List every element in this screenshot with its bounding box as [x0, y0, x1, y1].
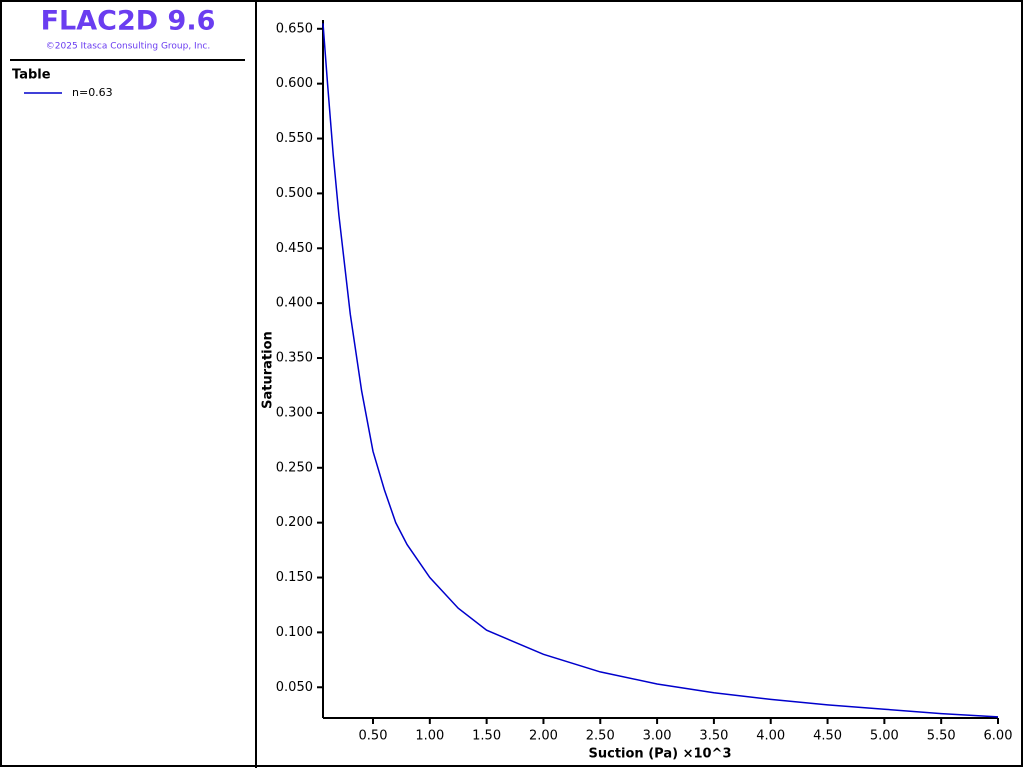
x-tick-label: 4.50: [813, 729, 842, 744]
x-tick-label: 4.00: [756, 729, 785, 744]
y-tick-label: 0.350: [276, 351, 313, 366]
y-tick-label: 0.500: [276, 186, 313, 201]
x-axis-label: Suction (Pa) ×10^3: [589, 747, 732, 762]
y-tick-label: 0.100: [276, 625, 313, 640]
x-tick-label: 3.00: [643, 729, 672, 744]
data-line: [322, 23, 999, 718]
app-title: FLAC2D 9.6: [41, 6, 216, 37]
y-tick-label: 0.550: [276, 131, 313, 146]
legend-label: n=0.63: [72, 86, 113, 99]
y-tick-label: 0.450: [276, 241, 313, 256]
x-tick-label: 2.50: [586, 729, 615, 744]
x-tick-label: 3.50: [699, 729, 728, 744]
y-tick-label: 0.200: [276, 515, 313, 530]
y-tick-label: 0.300: [276, 405, 313, 420]
copyright: ©2025 Itasca Consulting Group, Inc.: [46, 42, 210, 52]
x-tick-label: 1.50: [472, 729, 501, 744]
x-tick-label: 0.50: [359, 729, 388, 744]
legend-title: Table: [12, 68, 51, 83]
x-tick-label: 5.50: [927, 729, 956, 744]
y-tick-label: 0.400: [276, 296, 313, 311]
x-tick-label: 5.00: [870, 729, 899, 744]
x-tick-label: 6.00: [984, 729, 1013, 744]
y-tick-label: 0.650: [276, 21, 313, 36]
x-tick-label: 1.00: [415, 729, 444, 744]
y-tick-label: 0.150: [276, 570, 313, 585]
y-tick-label: 0.050: [276, 680, 313, 695]
x-tick-label: 2.00: [529, 729, 558, 744]
legend: n=0.63: [24, 86, 113, 99]
plot: 0.050 0.100 0.150 0.200 0.250 0.300 0.350 0.400…: [261, 20, 1013, 762]
y-axis-label: Saturation: [261, 331, 276, 409]
y-tick-label: 0.250: [276, 460, 313, 475]
y-tick-label: 0.600: [276, 76, 313, 91]
